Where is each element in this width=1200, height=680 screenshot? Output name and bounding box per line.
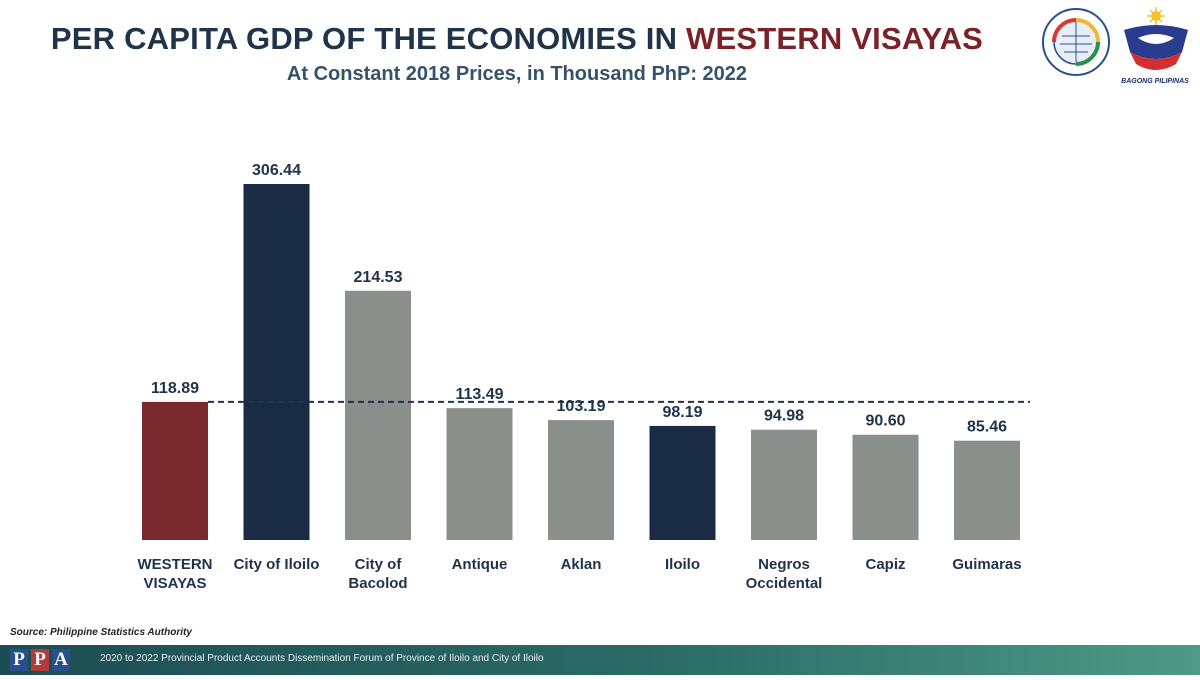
category-label: Guimaras (952, 556, 1021, 573)
bar (142, 401, 208, 540)
category-label: WESTERN VISAYAS (138, 556, 213, 592)
category-label: Iloilo (665, 556, 700, 573)
bar (852, 434, 919, 540)
category-label: City of Bacolod (348, 556, 407, 592)
bagong-pilipinas-logo-icon (1124, 7, 1188, 70)
bar (751, 429, 817, 540)
ppa-logo: P P A (10, 649, 70, 671)
bar-value-label: 98.19 (662, 404, 702, 421)
bar-value-label: 90.60 (865, 413, 905, 430)
bar (243, 184, 310, 540)
bar (345, 290, 411, 540)
bar (954, 440, 1020, 540)
category-label: City of Iloilo (234, 556, 320, 573)
bar (446, 408, 513, 540)
bar-chart: 118.89 WESTERN VISAYAS 306.44 City of Iloilo… (138, 162, 1030, 592)
bar-value-label: 94.98 (764, 408, 804, 425)
footer-banner: P P A 2020 to 2022 Provincial Product Ac… (0, 645, 1200, 675)
chart-title: PER CAPITA GDP OF THE ECONOMIES IN WESTE… (12, 20, 1022, 58)
logo-caption: BAGONG PILIPINAS (1121, 78, 1189, 85)
bar-value-label: 118.89 (151, 380, 199, 397)
bar-value-label: 113.49 (455, 386, 503, 403)
ppa-letter: P (10, 649, 28, 671)
source-note: Source: Philippine Statistics Authority (10, 627, 192, 638)
category-label: Antique (452, 556, 508, 573)
bar (548, 420, 614, 540)
forum-title: 2020 to 2022 Provincial Product Accounts… (100, 653, 544, 664)
ppa-letter: P (31, 649, 49, 671)
category-label: Negros Occidental (746, 556, 823, 592)
bar-value-label: 214.53 (354, 269, 403, 286)
bar-value-label: 103.19 (557, 398, 606, 415)
category-label: Capiz (865, 556, 905, 573)
chart-title-part1: PER CAPITA GDP OF THE ECONOMIES IN (50, 21, 678, 56)
chart-title-part2: WESTERN VISAYAS (686, 21, 984, 56)
ppa-letter: A (52, 649, 70, 671)
bar-value-label: 306.44 (252, 162, 301, 179)
bar-value-label: 85.46 (967, 419, 1007, 436)
bar (649, 425, 716, 540)
chart-subtitle: At Constant 2018 Prices, in Thousand PhP… (286, 63, 748, 85)
psa-logo-icon (1042, 8, 1110, 76)
category-label: Aklan (561, 556, 602, 573)
